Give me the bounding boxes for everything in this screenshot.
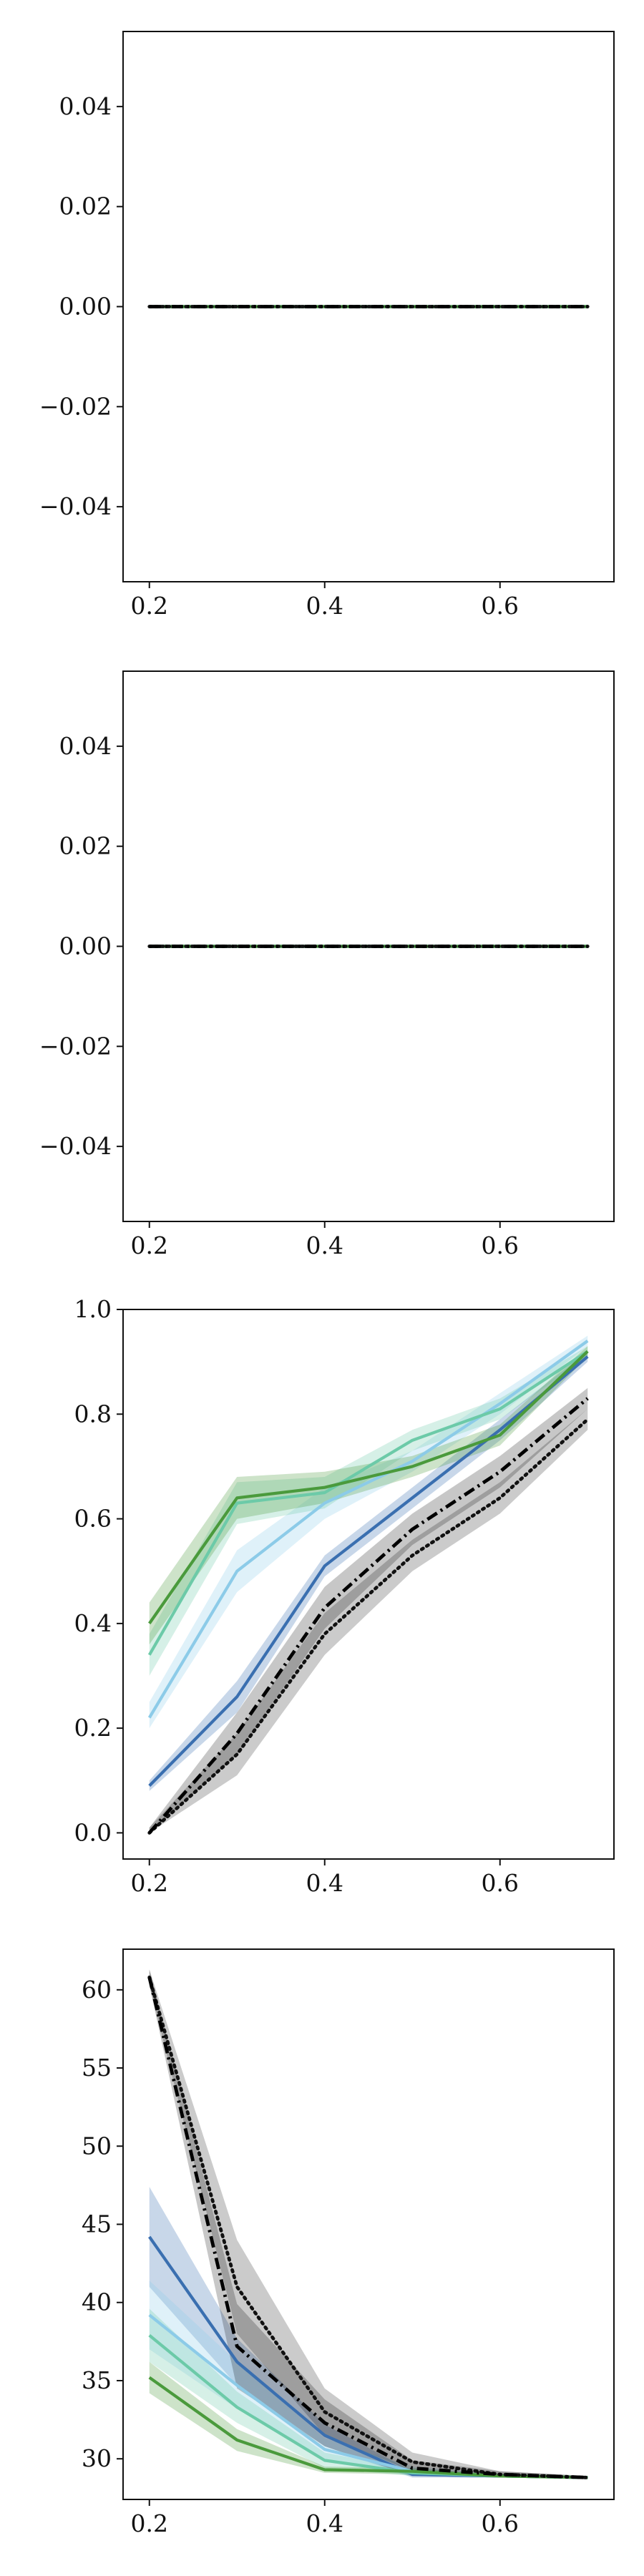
y-tick-label: 35 — [82, 2366, 112, 2394]
y-tick-label: 0.2 — [74, 1714, 112, 1742]
chart-panel-2: 0.2 0.4 0.6 −0.04 −0.02 0.00 0.02 0.04 — [39, 670, 615, 1259]
y-tick-label: −0.04 — [39, 492, 112, 520]
series-band-2 — [149, 1335, 588, 1729]
y-tick-label: 0.04 — [59, 92, 112, 120]
series-line-4 — [148, 1350, 589, 1625]
series-band-1 — [149, 1351, 588, 1791]
y-tick-label: 0.04 — [59, 732, 112, 760]
series-band-6 — [149, 1387, 588, 1833]
series-line-6 — [147, 1397, 589, 1835]
series-line-1 — [148, 1355, 589, 1787]
x-tick-label: 0.4 — [306, 592, 343, 620]
y-tick-label: 60 — [82, 1976, 112, 2004]
series-band-5 — [149, 1969, 588, 2479]
x-tick-label: 0.2 — [131, 592, 168, 620]
series-line-2 — [147, 1340, 589, 1719]
x-tick-label: 0.4 — [306, 1869, 343, 1897]
x-tick-label: 0.4 — [306, 1231, 343, 1259]
y-tick-label: 45 — [82, 2210, 112, 2238]
series-band-4 — [149, 2361, 588, 2479]
chart-panel-4: 0.2 0.4 0.6 30 35 40 45 50 55 60 — [82, 1948, 615, 2537]
y-tick-label: −0.04 — [39, 1132, 112, 1160]
chart-panel-3: 0.2 0.4 0.6 0.0 0.2 0.4 0.6 0.8 1.0 — [74, 1295, 615, 1897]
y-tick-label: 0.02 — [59, 832, 112, 860]
x-tick-label: 0.2 — [131, 1869, 168, 1897]
series-line-3 — [147, 1350, 589, 1656]
y-tick-label: 0.02 — [59, 192, 112, 220]
x-tick-label: 0.6 — [482, 592, 519, 620]
x-tick-label: 0.6 — [482, 1231, 519, 1259]
y-tick-label: 0.00 — [59, 932, 112, 960]
y-tick-label: 55 — [82, 2054, 112, 2082]
x-tick-label: 0.2 — [131, 1231, 168, 1259]
y-tick-label: −0.02 — [39, 392, 112, 420]
x-tick-label: 0.4 — [306, 2509, 343, 2537]
chart-panel-1: 0.2 0.4 0.6 −0.04 −0.02 0.00 0.02 0.04 — [39, 31, 615, 620]
series-line-6 — [147, 1976, 588, 2479]
y-tick-label: 0.00 — [59, 293, 112, 321]
y-tick-label: 1.0 — [74, 1295, 112, 1323]
y-tick-label: 0.8 — [74, 1400, 112, 1428]
y-tick-label: 50 — [82, 2132, 112, 2160]
y-tick-label: 40 — [82, 2288, 112, 2316]
x-tick-label: 0.2 — [131, 2509, 168, 2537]
series-band-4 — [149, 1346, 588, 1645]
series-line-5 — [147, 1418, 590, 1835]
y-tick-label: 30 — [82, 2444, 112, 2472]
series-band-2 — [149, 2280, 588, 2479]
axes-frame — [122, 1309, 615, 1860]
y-tick-label: 0.0 — [74, 1818, 112, 1846]
y-tick-label: 0.4 — [74, 1609, 112, 1637]
series-band-6 — [149, 1969, 588, 2479]
x-tick-label: 0.6 — [482, 1869, 519, 1897]
x-tick-label: 0.6 — [482, 2509, 519, 2537]
y-tick-label: −0.02 — [39, 1032, 112, 1060]
y-tick-label: 0.6 — [74, 1505, 112, 1533]
series-band-3 — [149, 2308, 588, 2479]
